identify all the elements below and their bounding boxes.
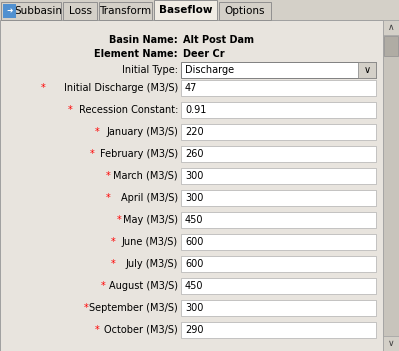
Text: *: *: [95, 325, 100, 335]
Text: *: *: [106, 171, 111, 181]
Text: 0.91: 0.91: [185, 105, 206, 115]
Text: ➜: ➜: [6, 7, 13, 15]
Text: *: *: [41, 83, 46, 93]
Text: ∨: ∨: [388, 339, 394, 348]
Text: Initial Discharge (M3/S): Initial Discharge (M3/S): [64, 83, 178, 93]
Bar: [383, 336, 399, 351]
Text: September (M3/S): September (M3/S): [89, 303, 178, 313]
Bar: [181, 146, 376, 162]
Text: Transform: Transform: [99, 6, 152, 16]
Bar: [181, 62, 376, 78]
Text: *: *: [84, 303, 89, 313]
Bar: [181, 124, 376, 140]
Bar: [181, 102, 376, 118]
Bar: [181, 256, 376, 272]
Bar: [181, 212, 376, 228]
Bar: [0, 0, 399, 20]
Bar: [181, 190, 376, 206]
Text: *: *: [90, 149, 95, 159]
Text: 47: 47: [185, 83, 198, 93]
Text: Discharge: Discharge: [185, 65, 234, 75]
Bar: [383, 20, 399, 35]
Text: 260: 260: [185, 149, 203, 159]
Bar: [1, 2, 61, 20]
Bar: [384, 36, 398, 56]
Text: August (M3/S): August (M3/S): [109, 281, 178, 291]
Text: ∨: ∨: [363, 65, 371, 75]
Bar: [181, 322, 376, 338]
Text: 600: 600: [185, 259, 203, 269]
Bar: [99, 2, 152, 20]
Bar: [181, 234, 376, 250]
Text: 300: 300: [185, 193, 203, 203]
Text: Deer Cr: Deer Cr: [183, 49, 225, 59]
Bar: [383, 20, 399, 351]
Bar: [219, 2, 271, 20]
Text: Options: Options: [225, 6, 265, 16]
Text: *: *: [111, 259, 116, 269]
Text: Alt Post Dam: Alt Post Dam: [183, 35, 254, 45]
Bar: [358, 62, 376, 78]
Text: 450: 450: [185, 281, 203, 291]
Text: 450: 450: [185, 215, 203, 225]
Bar: [181, 80, 376, 96]
Text: 220: 220: [185, 127, 203, 137]
Text: *: *: [106, 193, 111, 203]
Bar: [181, 278, 376, 294]
Text: *: *: [111, 237, 116, 247]
Text: Element Name:: Element Name:: [95, 49, 178, 59]
Text: *: *: [101, 281, 105, 291]
Text: ∧: ∧: [388, 23, 394, 32]
Text: *: *: [117, 215, 121, 225]
Text: Basin Name:: Basin Name:: [109, 35, 178, 45]
Text: June (M3/S): June (M3/S): [122, 237, 178, 247]
Text: *: *: [68, 105, 73, 115]
Bar: [3, 4, 16, 18]
Text: 600: 600: [185, 237, 203, 247]
Text: March (M3/S): March (M3/S): [113, 171, 178, 181]
Text: 290: 290: [185, 325, 203, 335]
Bar: [181, 300, 376, 316]
Text: *: *: [95, 127, 100, 137]
Text: February (M3/S): February (M3/S): [100, 149, 178, 159]
Text: July (M3/S): July (M3/S): [126, 259, 178, 269]
Text: April (M3/S): April (M3/S): [121, 193, 178, 203]
Text: 300: 300: [185, 303, 203, 313]
Bar: [154, 0, 217, 20]
Text: Subbasin: Subbasin: [14, 6, 62, 16]
Text: 300: 300: [185, 171, 203, 181]
Text: May (M3/S): May (M3/S): [123, 215, 178, 225]
Text: Baseflow: Baseflow: [159, 5, 212, 15]
Text: Loss: Loss: [69, 6, 91, 16]
Text: Recession Constant:: Recession Constant:: [79, 105, 178, 115]
Text: October (M3/S): October (M3/S): [104, 325, 178, 335]
Text: Initial Type:: Initial Type:: [122, 65, 178, 75]
Text: January (M3/S): January (M3/S): [106, 127, 178, 137]
Bar: [181, 168, 376, 184]
Bar: [63, 2, 97, 20]
